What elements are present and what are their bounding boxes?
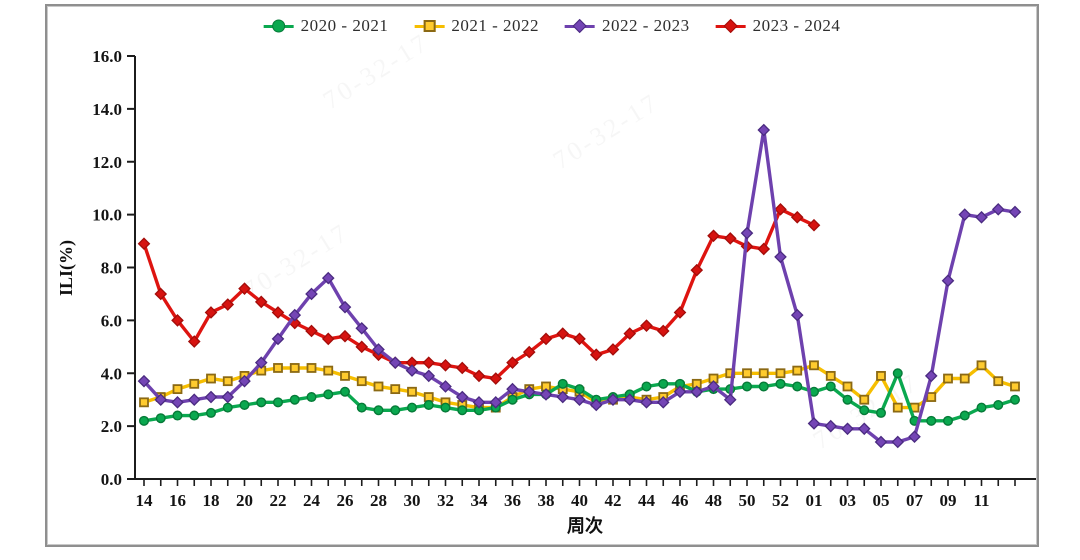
x-tick-label: 16 xyxy=(169,491,186,510)
x-tick-label: 07 xyxy=(906,491,924,510)
x-tick-label: 03 xyxy=(839,491,856,510)
x-tick-label: 32 xyxy=(437,491,454,510)
y-tick-label: 10.0 xyxy=(92,206,122,225)
circle-marker-icon xyxy=(263,19,294,33)
y-tick-label: 16.0 xyxy=(92,47,122,66)
x-tick-label: 01 xyxy=(806,491,823,510)
x-axis: 14 16 18 20 22 24 26 28 30 32 34 36 38 40 42 44 46 48 50 52… xyxy=(136,479,1016,510)
legend-item-2023-2024: 2023 - 2024 xyxy=(715,16,841,36)
x-tick-label: 50 xyxy=(739,491,756,510)
x-tick-label: 44 xyxy=(638,491,656,510)
y-tick-label: 4.0 xyxy=(101,364,122,383)
x-tick-label: 05 xyxy=(873,491,890,510)
chart-legend: 2020 - 2021 2021 - 2022 2022 - 2023 2023… xyxy=(263,16,841,36)
y-axis: 0.0 2.0 4.0 6.0 8.0 10.0 12.0 14.0 16.0 xyxy=(92,47,135,489)
x-tick-label: 18 xyxy=(203,491,220,510)
x-tick-label: 52 xyxy=(772,491,789,510)
x-tick-label: 36 xyxy=(504,491,521,510)
legend-item-2020-2021: 2020 - 2021 xyxy=(263,16,389,36)
x-tick-label: 48 xyxy=(705,491,722,510)
legend-label: 2021 - 2022 xyxy=(451,16,539,35)
x-tick-label: 34 xyxy=(471,491,489,510)
x-tick-label: 22 xyxy=(270,491,287,510)
diamond-marker-icon xyxy=(565,18,595,34)
x-tick-label: 38 xyxy=(538,491,555,510)
x-tick-label: 24 xyxy=(303,491,321,510)
y-tick-label: 6.0 xyxy=(101,311,122,330)
series-2023-2024 xyxy=(137,203,821,385)
legend-label: 2023 - 2024 xyxy=(752,16,841,35)
legend-label: 2020 - 2021 xyxy=(300,16,389,35)
y-tick-label: 0.0 xyxy=(101,470,122,489)
x-axis-title: 周次 xyxy=(567,515,603,536)
y-tick-label: 12.0 xyxy=(92,153,122,172)
x-tick-label: 14 xyxy=(136,491,154,510)
square-marker-icon xyxy=(414,19,445,33)
legend-item-2022-2023: 2022 - 2023 xyxy=(565,16,690,36)
watermark-text: 70-32-17 xyxy=(318,27,435,115)
y-tick-label: 8.0 xyxy=(101,259,122,278)
x-tick-label: 20 xyxy=(236,491,253,510)
x-tick-label: 42 xyxy=(605,491,622,510)
series-2022-2023 xyxy=(137,123,1022,449)
x-tick-label: 09 xyxy=(940,491,957,510)
x-tick-label: 26 xyxy=(337,491,354,510)
diamond-marker-icon xyxy=(715,18,746,34)
legend-label: 2022 - 2023 xyxy=(602,16,690,35)
x-tick-label: 30 xyxy=(404,491,421,510)
x-tick-label: 11 xyxy=(973,491,989,510)
y-axis-title: ILI(%) xyxy=(56,240,77,296)
x-tick-label: 40 xyxy=(571,491,588,510)
watermark-text: 70-32-17 xyxy=(548,87,665,175)
y-tick-label: 2.0 xyxy=(101,417,122,436)
legend-item-2021-2022: 2021 - 2022 xyxy=(414,16,539,36)
x-tick-label: 46 xyxy=(672,491,689,510)
y-tick-label: 14.0 xyxy=(92,100,122,119)
x-tick-label: 28 xyxy=(370,491,387,510)
figure-frame xyxy=(45,4,1039,547)
